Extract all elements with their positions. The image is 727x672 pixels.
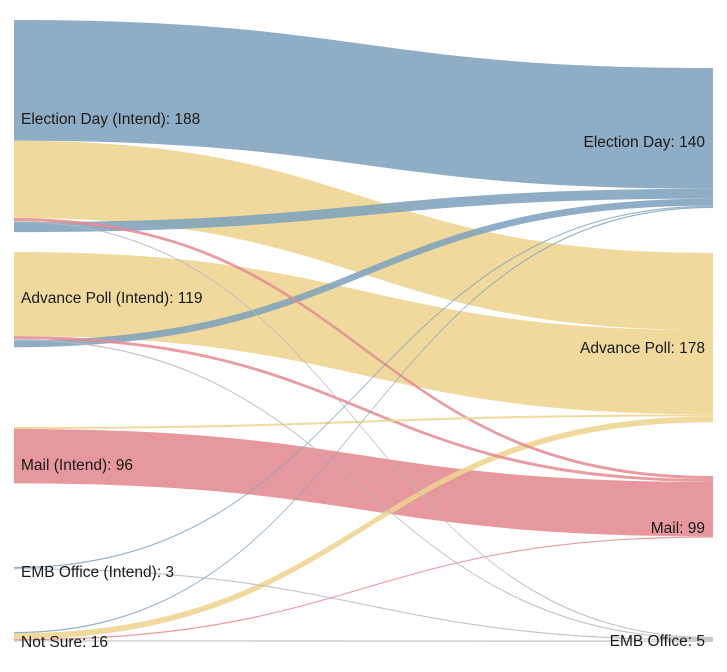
target-node-label: EMB Office: 5 — [610, 633, 705, 650]
sankey-link-ed_i-to-ma_a — [14, 218, 713, 479]
sankey-labels: Election Day (Intend): 188 Advance Poll (… — [21, 111, 705, 651]
sankey-link-ed_i-to-ed_a — [14, 20, 713, 189]
sankey-links — [14, 20, 713, 642]
sankey-link-emb_i-to-emb_a — [14, 568, 713, 641]
target-node-label: Mail: 99 — [651, 520, 705, 537]
sankey-link-ed_i-to-ap_a — [14, 140, 713, 331]
source-node-label: Election Day (Intend): 188 — [21, 111, 200, 128]
target-node-label: Advance Poll: 178 — [580, 340, 705, 357]
sankey-link-ns_i-to-ap_a — [14, 416, 713, 640]
sankey-link-emb_i-to-ed_a — [14, 205, 713, 569]
sankey-link-ma_i-to-ma_a — [14, 428, 713, 537]
sankey-link-ap_i-to-ed_a — [14, 198, 713, 348]
source-node-label: Mail (Intend): 96 — [21, 457, 133, 474]
sankey-link-ap_i-to-emb_a — [14, 339, 713, 640]
source-node-label: EMB Office (Intend): 3 — [21, 564, 174, 581]
source-node-label: Advance Poll (Intend): 119 — [21, 290, 203, 307]
sankey-link-ed_i-to-emb_a — [14, 220, 713, 639]
source-node-label: Not Sure: 16 — [21, 634, 108, 651]
sankey-link-ed_i-to-ed_a — [14, 188, 713, 233]
sankey-link-ns_i-to-emb_a — [14, 640, 713, 642]
sankey-link-ap_i-to-ma_a — [14, 336, 713, 482]
sankey-link-ns_i-to-ed_a — [14, 206, 713, 634]
sankey-link-ap_i-to-ap_a — [14, 252, 713, 415]
sankey-link-ns_i-to-ma_a — [14, 536, 713, 641]
target-node-label: Election Day: 140 — [584, 134, 706, 151]
sankey-link-ma_i-to-ap_a — [14, 414, 713, 429]
